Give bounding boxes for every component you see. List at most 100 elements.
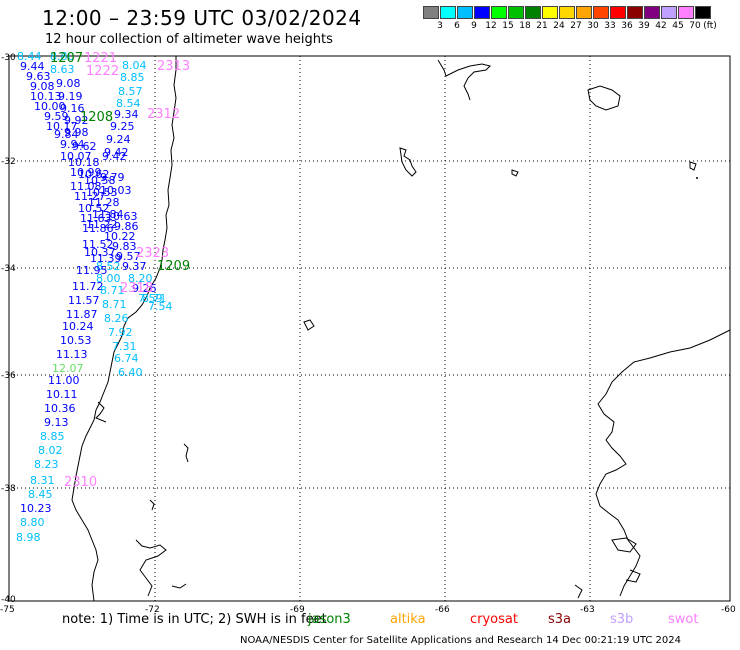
wave-height-label: 8.98 (16, 531, 41, 544)
wave-height-label: 10.18 (68, 156, 100, 169)
wave-height-label: 9.08 (30, 80, 55, 93)
wave-height-label: 9.25 (110, 120, 135, 133)
colorbar-tick: 12 (485, 21, 497, 31)
wave-height-label: 8.71 (142, 292, 167, 305)
colorbar-swatch (491, 6, 507, 19)
wave-height-label: 10.37 (84, 246, 116, 259)
pass-time-label: 2312 (147, 107, 180, 122)
colorbar-swatch (627, 6, 643, 19)
lagoon-5 (303, 319, 315, 331)
colorbar-tick: 15 (502, 21, 514, 31)
wave-height-label: 10.17 (46, 120, 78, 133)
wave-height-label: 10.63 (106, 210, 138, 223)
wave-height-label: 8.80 (50, 50, 75, 63)
wave-height-label: 11.57 (68, 294, 100, 307)
wave-height-label: 10.22 (104, 230, 136, 243)
wave-height-label: 10.53 (60, 334, 92, 347)
colorbar-swatch (423, 6, 439, 19)
wave-height-label: 10.00 (34, 100, 66, 113)
lat-label: -36 (1, 371, 16, 381)
wave-height-label: 10.58 (84, 174, 116, 187)
wave-height-label: 8.26 (104, 312, 129, 325)
footer-credit: NOAA/NESDIS Center for Satellite Applica… (240, 635, 682, 646)
note-prefix: note: 1) Time is in UTC; 2) SWH is in fe… (62, 612, 327, 627)
wave-height-label: 6.40 (118, 366, 143, 379)
lon-label: -72 (145, 605, 160, 615)
legend-satellite-altika: altika (390, 612, 426, 627)
colorbar-tick: 27 (570, 21, 582, 31)
wave-height-label: 9.19 (58, 90, 83, 103)
page-subtitle: 12 hour collection of altimeter wave hei… (45, 32, 333, 47)
colorbar-tick: 24 (553, 21, 565, 31)
valdes-peninsula (611, 537, 637, 553)
wave-height-label: 9.34 (114, 108, 139, 121)
colorbar-swatch (593, 6, 609, 19)
lon-label: -69 (290, 605, 305, 615)
lagoon-1 (587, 85, 621, 111)
pass-time-label: 2310 (64, 475, 97, 490)
wave-height-label: 10.53 (86, 186, 118, 199)
lagoon-2 (399, 147, 417, 177)
colorbar-tick: 9 (471, 21, 477, 31)
wave-height-label: 7.92 (108, 326, 133, 339)
colorbar-tick: 45 (672, 21, 684, 31)
wave-height-label: 10.07 (60, 150, 92, 163)
wave-height-label: 8.57 (118, 85, 143, 98)
wave-height-label: 6.74 (114, 352, 139, 365)
wave-height-label: 8.00 (96, 272, 121, 285)
wave-height-label: 9.59 (44, 110, 69, 123)
wave-height-label: 9.24 (106, 133, 131, 146)
lat-label: -38 (1, 484, 16, 494)
colorbar-swatch (525, 6, 541, 19)
colorbar-tick: 36 (621, 21, 633, 31)
coast-fragment-2 (625, 569, 641, 583)
wave-height-label: 8.85 (40, 430, 65, 443)
colorbar-swatch (661, 6, 677, 19)
river-plate-coast (437, 59, 491, 101)
legend-satellite-s3a: s3a (548, 612, 572, 627)
lon-label: -66 (435, 605, 450, 615)
page-title: 12:00 – 23:59 UTC 03/02/2024 (42, 6, 362, 30)
wave-height-label: 8.71 (102, 298, 127, 311)
wave-height-label: 9.84 (54, 128, 79, 141)
colorbar-swatch (559, 6, 575, 19)
wave-height-label: 10.52 (78, 202, 110, 215)
pass-time-label: 1208 (80, 110, 113, 125)
wave-height-label: 9.92 (64, 114, 89, 127)
wave-height-label: 8.63 (50, 63, 75, 76)
wave-height-label: 10.99 (70, 166, 102, 179)
wave-height-label: 9.86 (114, 220, 139, 233)
lagoon-3 (511, 169, 519, 177)
colorbar-tick: 33 (604, 21, 616, 31)
colorbar-tick: 42 (655, 21, 667, 31)
wave-height-label: 7.31 (112, 340, 137, 353)
wave-height-label: 11.22 (86, 218, 118, 231)
lon-label: -60 (721, 605, 736, 615)
colorbar-tick: 70 (689, 21, 701, 31)
wave-height-label: 11.28 (88, 196, 120, 209)
wave-height-label: 9.08 (56, 77, 81, 90)
colorbar-tick: 3 (437, 21, 443, 31)
pass-time-label: 1222 (86, 64, 119, 79)
wave-height-label: 9.37 (122, 260, 147, 273)
wave-height-label: 8.02 (38, 444, 63, 457)
graticule (9, 56, 730, 601)
lagoon-4 (689, 161, 697, 171)
pass-time-label: 1209 (157, 259, 190, 274)
small-island-1 (171, 583, 187, 589)
colorbar-tick: 18 (519, 21, 531, 31)
note-text: note: 1) Time is in UTC; 2) SWH is in fe… (62, 612, 327, 627)
legend-satellite-swot: swot (668, 612, 699, 627)
lat-label: -34 (1, 264, 16, 274)
wave-height-label: 9.57 (116, 250, 141, 263)
wave-height-label: 9.42 (102, 150, 127, 163)
colorbar-swatch (457, 6, 473, 19)
wave-height-label: 11.63 (80, 212, 112, 225)
small-island-3 (149, 499, 155, 511)
chile-coast-inlet (95, 401, 107, 423)
legend-satellite-jason3: jason3 (308, 612, 351, 627)
colorbar-swatch (576, 6, 592, 19)
wave-height-label: 11.84 (92, 208, 124, 221)
wave-height-label: 8.52 (96, 260, 121, 273)
